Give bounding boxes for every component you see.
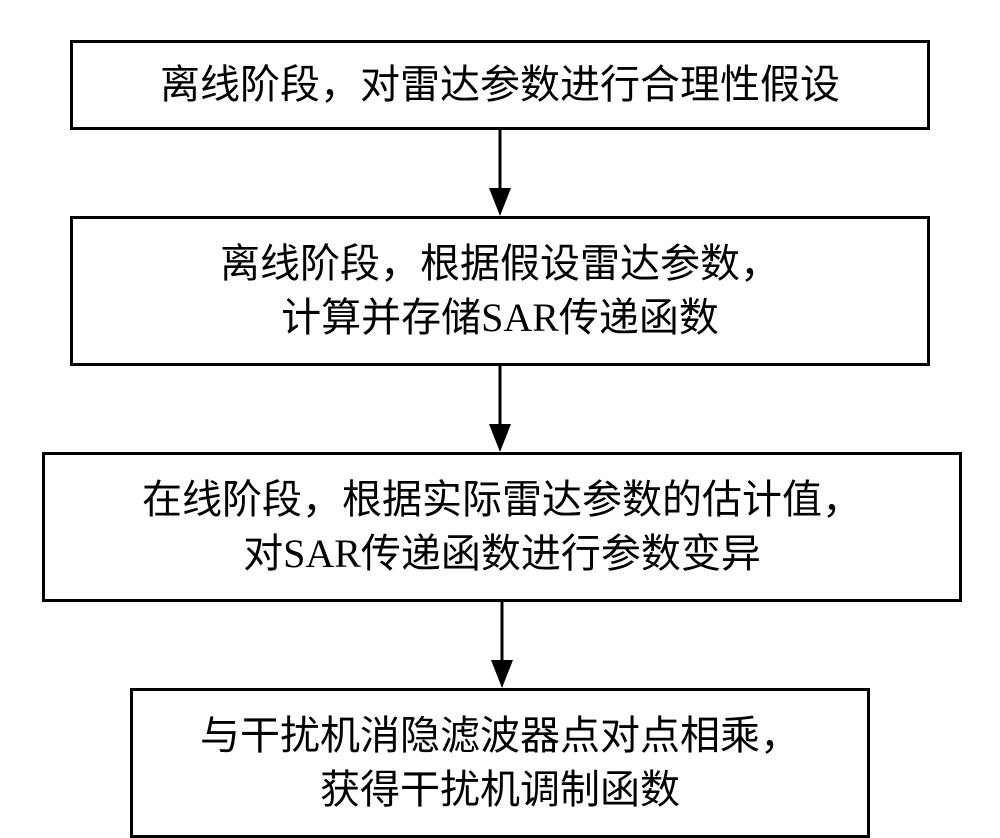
arrow-head-icon bbox=[489, 424, 511, 452]
flow-node-n4: 与干扰机消隐滤波器点对点相乘，获得干扰机调制函数 bbox=[130, 688, 870, 838]
flow-node-n2: 离线阶段，根据假设雷达参数，计算并存储SAR传递函数 bbox=[70, 216, 930, 366]
flow-node-n1: 离线阶段，对雷达参数进行合理性假设 bbox=[70, 40, 930, 130]
flow-node-n3: 在线阶段，根据实际雷达参数的估计值，对SAR传递函数进行参数变异 bbox=[42, 452, 962, 602]
flowchart-canvas: 离线阶段，对雷达参数进行合理性假设离线阶段，根据假设雷达参数，计算并存储SAR传… bbox=[0, 0, 1000, 814]
arrow-head-icon bbox=[491, 660, 513, 688]
flow-node-text: 离线阶段，对雷达参数进行合理性假设 bbox=[160, 58, 840, 112]
arrow-head-icon bbox=[489, 188, 511, 216]
flow-node-text: 离线阶段，根据假设雷达参数，计算并存储SAR传递函数 bbox=[220, 237, 780, 345]
flow-node-text: 在线阶段，根据实际雷达参数的估计值，对SAR传递函数进行参数变异 bbox=[142, 473, 862, 581]
flow-node-text: 与干扰机消隐滤波器点对点相乘，获得干扰机调制函数 bbox=[200, 709, 800, 817]
